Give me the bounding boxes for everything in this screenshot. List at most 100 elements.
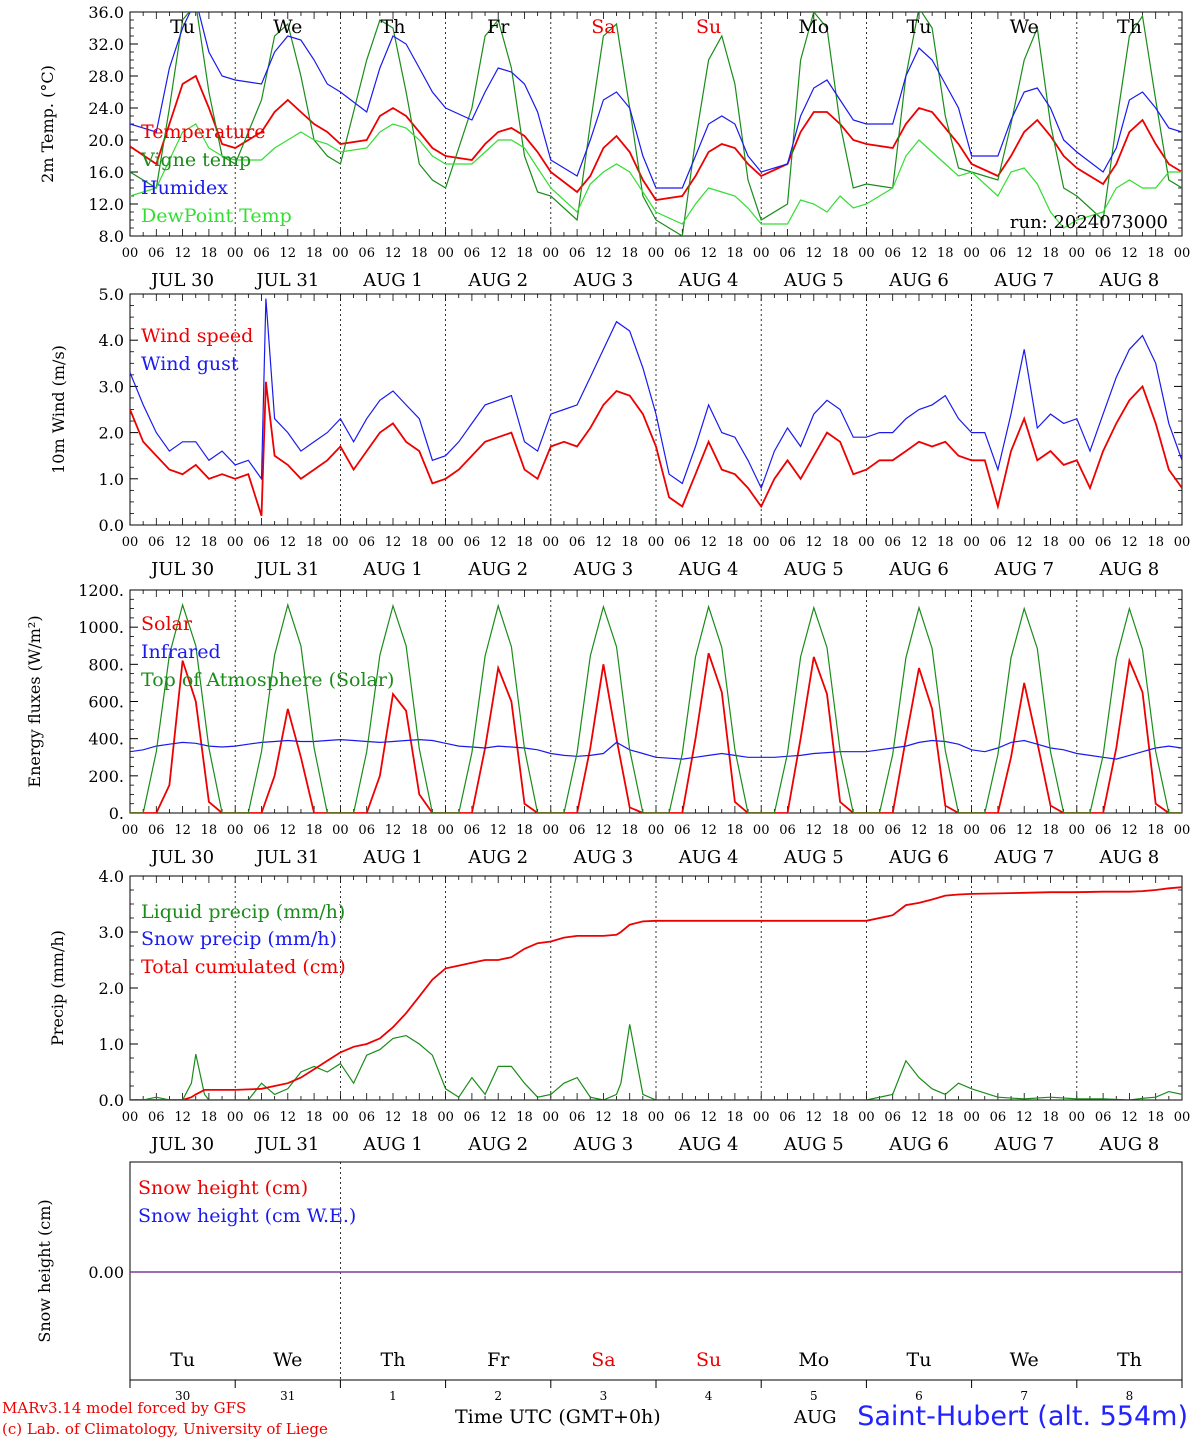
hour-label: 00	[1069, 246, 1086, 261]
hour-label: 06	[779, 535, 796, 550]
date-label: AUG 3	[573, 847, 634, 868]
weekday-label: Sa	[591, 16, 615, 38]
series-liquid-precip-mm-h	[130, 1024, 1182, 1100]
bottom-weekday-label: Tu	[907, 1349, 932, 1371]
bottom-weekday-label: Th	[1117, 1349, 1142, 1371]
hour-label: 06	[779, 1110, 796, 1125]
weekday-label: Tu	[907, 16, 932, 38]
date-label: AUG 8	[1099, 270, 1160, 291]
hour-label: 18	[621, 1110, 638, 1125]
hour-label: 12	[911, 1110, 928, 1125]
hour-label: 00	[1174, 1110, 1191, 1125]
hour-label: 06	[148, 1110, 165, 1125]
hour-label: 00	[227, 823, 244, 838]
legend-green: Top of Atmosphere (Solar)	[141, 669, 394, 691]
hour-label: 00	[122, 1110, 139, 1125]
hour-label: 00	[858, 535, 875, 550]
date-label: AUG 4	[678, 559, 739, 580]
hour-label: 00	[543, 1110, 560, 1125]
hour-label: 06	[358, 1110, 375, 1125]
series-humidex	[130, 12, 1182, 189]
legend-red: Solar	[141, 613, 193, 635]
hour-label: 18	[306, 246, 323, 261]
hour-label: 06	[990, 1110, 1007, 1125]
hour-label: 18	[937, 246, 954, 261]
date-label: AUG 2	[467, 559, 528, 580]
hour-label: 00	[227, 246, 244, 261]
hour-label: 06	[569, 1110, 586, 1125]
date-label: AUG 3	[573, 559, 634, 580]
run-label: run: 2024073000	[1010, 212, 1168, 233]
hour-label: 06	[358, 246, 375, 261]
hour-label: 18	[201, 246, 218, 261]
hour-label: 00	[1174, 823, 1191, 838]
hour-label: 18	[411, 535, 428, 550]
hour-label: 12	[700, 535, 717, 550]
date-label: AUG 2	[467, 847, 528, 868]
hour-label: 06	[358, 823, 375, 838]
hour-label: 00	[963, 246, 980, 261]
hour-label: 00	[648, 246, 665, 261]
hour-label: 18	[411, 246, 428, 261]
weekday-label: We	[273, 16, 302, 38]
hour-label: 06	[569, 246, 586, 261]
hour-label: 00	[227, 1110, 244, 1125]
date-label: AUG 1	[362, 559, 423, 580]
hour-label: 00	[1174, 246, 1191, 261]
hour-label: 00	[332, 1110, 349, 1125]
hour-label: 12	[1121, 246, 1138, 261]
hour-label: 12	[911, 823, 928, 838]
legend-red: Total cumulated (cm)	[141, 956, 346, 978]
hour-label: 12	[490, 823, 507, 838]
bottom-weekday-label: Fr	[487, 1349, 510, 1371]
date-label: JUL 30	[149, 847, 214, 868]
hour-label: 00	[122, 246, 139, 261]
hour-label: 00	[753, 246, 770, 261]
hour-label: 06	[148, 823, 165, 838]
hour-label: 18	[727, 823, 744, 838]
hour-label: 12	[700, 1110, 717, 1125]
hour-label: 06	[884, 823, 901, 838]
bottom-weekday-label: Sa	[591, 1349, 615, 1371]
y-tick-label: 600.	[88, 693, 124, 712]
hour-label: 00	[437, 1110, 454, 1125]
hour-label: 18	[937, 535, 954, 550]
hour-label: 18	[727, 246, 744, 261]
y-tick-label: 0.0	[99, 516, 124, 535]
legend-red: Temperature	[141, 121, 265, 143]
hour-label: 12	[595, 535, 612, 550]
hour-label: 06	[990, 823, 1007, 838]
hour-label: 18	[727, 1110, 744, 1125]
hour-label: 18	[937, 823, 954, 838]
hour-label: 00	[1174, 535, 1191, 550]
date-label: AUG 8	[1099, 1134, 1160, 1155]
y-tick-label: 4.0	[99, 867, 124, 886]
hour-label: 18	[621, 535, 638, 550]
y-tick-label: 20.0	[88, 131, 124, 150]
y-axis-title: Precip (mm/h)	[48, 930, 67, 1046]
date-label: AUG 8	[1099, 847, 1160, 868]
hour-label: 00	[332, 246, 349, 261]
hour-label: 00	[753, 535, 770, 550]
hour-label: 06	[464, 535, 481, 550]
hour-label: 18	[1042, 246, 1059, 261]
hour-label: 00	[963, 1110, 980, 1125]
bottom-weekday-label: Mo	[798, 1349, 829, 1371]
date-label: AUG 6	[888, 559, 949, 580]
hour-label: 06	[674, 246, 691, 261]
date-label: AUG 6	[888, 847, 949, 868]
date-label: AUG 7	[993, 1134, 1054, 1155]
y-tick-label: 8.0	[99, 227, 124, 246]
hour-label: 18	[1147, 535, 1164, 550]
hour-label: 00	[543, 535, 560, 550]
weekday-label: Su	[696, 16, 721, 38]
series-total-cumulated-cm	[130, 886, 1182, 1100]
hour-label: 00	[543, 246, 560, 261]
date-label: AUG 5	[783, 270, 844, 291]
y-tick-label: 16.0	[88, 163, 124, 182]
hour-label: 00	[648, 535, 665, 550]
hour-label: 12	[1016, 823, 1033, 838]
day-number: 6	[915, 1389, 923, 1403]
hour-label: 06	[1095, 535, 1112, 550]
y-tick-label: 3.0	[99, 923, 124, 942]
